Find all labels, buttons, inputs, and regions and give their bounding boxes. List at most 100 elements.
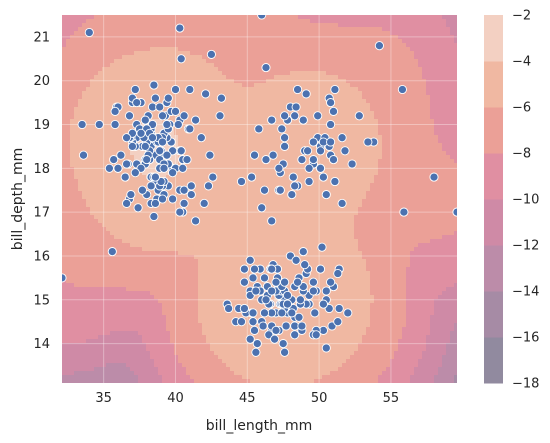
density-cell xyxy=(418,87,423,92)
density-cell xyxy=(130,71,135,76)
density-cell xyxy=(422,47,427,52)
density-cell xyxy=(454,127,457,132)
density-cell xyxy=(106,215,111,220)
density-cell xyxy=(406,47,411,52)
density-cell xyxy=(450,115,455,120)
density-cell xyxy=(390,191,395,196)
density-cell xyxy=(94,15,99,20)
density-cell xyxy=(342,191,347,196)
density-cell xyxy=(306,135,311,140)
density-cell xyxy=(190,199,195,204)
density-cell xyxy=(98,95,103,100)
density-cell xyxy=(214,83,219,88)
density-cell xyxy=(134,15,139,20)
density-cell xyxy=(170,215,175,220)
density-cell xyxy=(190,155,195,160)
density-cell xyxy=(298,175,303,180)
density-cell xyxy=(150,55,155,60)
density-cell xyxy=(438,195,443,200)
density-cell xyxy=(318,103,323,108)
density-cell xyxy=(242,71,247,76)
density-cell xyxy=(138,35,143,40)
density-cell xyxy=(214,99,219,104)
density-cell xyxy=(98,127,103,132)
density-cell xyxy=(122,95,127,100)
density-cell xyxy=(286,139,291,144)
density-cell xyxy=(102,99,107,104)
density-cell xyxy=(102,151,107,156)
density-cell xyxy=(222,215,227,220)
density-cell xyxy=(406,195,411,200)
density-cell xyxy=(226,119,231,124)
density-cell xyxy=(386,99,391,104)
density-cell xyxy=(178,39,183,44)
density-cell xyxy=(122,207,127,212)
density-cell xyxy=(290,199,295,204)
density-cell xyxy=(106,47,111,52)
density-cell xyxy=(314,59,319,64)
density-cell xyxy=(174,75,179,80)
density-cell xyxy=(182,63,187,68)
density-cell xyxy=(306,139,311,144)
density-cell xyxy=(218,39,223,44)
density-cell xyxy=(74,99,79,104)
density-cell xyxy=(394,15,399,20)
density-cell xyxy=(390,31,395,36)
density-cell xyxy=(258,39,263,44)
density-cell xyxy=(246,39,251,44)
density-cell xyxy=(286,123,291,128)
density-cell xyxy=(62,183,67,188)
density-cell xyxy=(278,67,283,72)
density-cell xyxy=(306,211,311,216)
density-cell xyxy=(450,171,455,176)
density-cell xyxy=(366,75,371,80)
density-cell xyxy=(310,35,315,40)
density-cell xyxy=(266,87,271,92)
density-cell xyxy=(278,99,283,104)
density-cell xyxy=(342,35,347,40)
density-cell xyxy=(206,147,211,152)
density-cell xyxy=(394,91,399,96)
density-cell xyxy=(146,211,151,216)
density-cell xyxy=(194,195,199,200)
density-cell xyxy=(222,83,227,88)
density-cell xyxy=(78,167,83,172)
density-cell xyxy=(414,143,419,148)
density-cell xyxy=(214,171,219,176)
density-cell xyxy=(78,43,83,48)
density-cell xyxy=(78,51,83,56)
density-cell xyxy=(138,43,143,48)
density-cell xyxy=(294,43,299,48)
density-cell xyxy=(314,131,319,136)
density-cell xyxy=(418,43,423,48)
density-cell xyxy=(218,135,223,140)
density-cell xyxy=(154,47,159,52)
density-cell xyxy=(434,87,439,92)
density-cell xyxy=(198,47,203,52)
density-cell xyxy=(182,51,187,56)
density-cell xyxy=(258,19,263,24)
density-cell xyxy=(362,155,367,160)
density-cell xyxy=(262,55,267,60)
density-cell xyxy=(346,83,351,88)
density-cell xyxy=(310,79,315,84)
density-cell xyxy=(270,67,275,72)
plot-area xyxy=(62,15,457,383)
density-cell xyxy=(74,191,79,196)
density-cell xyxy=(250,143,255,148)
density-cell xyxy=(86,187,91,192)
density-cell xyxy=(234,215,239,220)
density-cell xyxy=(70,143,75,148)
density-cell xyxy=(334,99,339,104)
density-cell xyxy=(66,71,71,76)
density-cell xyxy=(194,91,199,96)
density-cell xyxy=(190,47,195,52)
density-cell xyxy=(98,115,103,120)
density-cell xyxy=(354,159,359,164)
density-cell xyxy=(182,15,187,20)
density-cell xyxy=(214,91,219,96)
density-cell xyxy=(270,143,275,148)
density-cell xyxy=(338,79,343,84)
density-cell xyxy=(78,147,83,152)
density-cell xyxy=(106,55,111,60)
